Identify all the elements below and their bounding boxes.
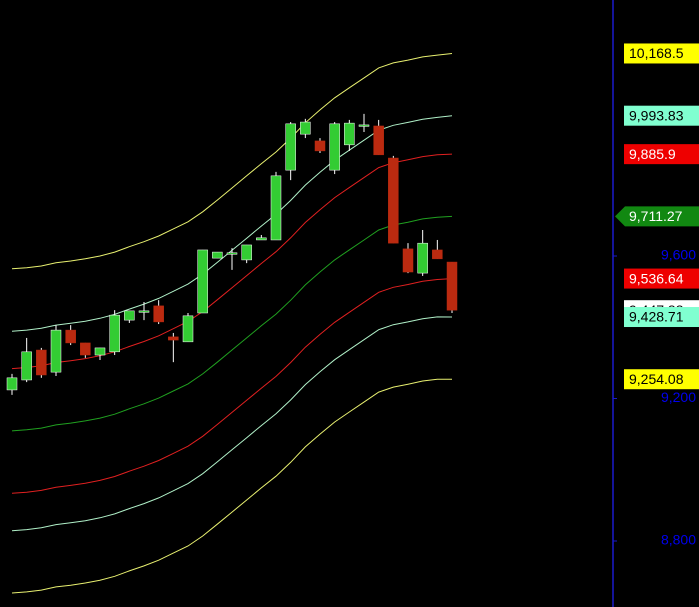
candle-body xyxy=(168,336,179,341)
candle-body xyxy=(285,123,296,171)
candle-body xyxy=(6,377,18,391)
candle-body xyxy=(197,249,208,314)
candle-body xyxy=(182,315,194,343)
candle-body xyxy=(373,125,384,156)
band-line xyxy=(11,278,453,494)
candle-body xyxy=(417,242,428,274)
candle-body xyxy=(50,329,62,373)
candle-body xyxy=(300,121,311,135)
candle-body xyxy=(109,314,120,353)
candle-body xyxy=(21,351,32,381)
price-label-box xyxy=(624,307,699,328)
candle-body xyxy=(358,124,370,127)
candle-body xyxy=(432,249,443,260)
price-label-box xyxy=(624,144,699,165)
candle-body xyxy=(256,237,267,241)
candle-body xyxy=(212,251,223,259)
y-tick-label: 8,800 xyxy=(661,532,696,548)
band-line xyxy=(11,215,453,432)
candle-body xyxy=(402,248,414,273)
price-label: 9,885.9 xyxy=(629,146,676,162)
candle-body xyxy=(329,123,340,171)
candle-body xyxy=(138,310,150,313)
candle-body xyxy=(94,347,106,356)
price-label: 9,428.71 xyxy=(629,309,684,325)
candle-body xyxy=(344,122,355,146)
price-label-box xyxy=(624,268,699,289)
price-label: 9,536.64 xyxy=(629,270,684,286)
candle-body xyxy=(80,342,91,356)
candle-body xyxy=(65,329,76,344)
band-line xyxy=(11,316,453,532)
candle-body xyxy=(314,140,326,152)
price-label-box xyxy=(624,43,699,64)
candle-body xyxy=(270,175,282,241)
candle-body xyxy=(36,349,47,376)
price-label-box xyxy=(615,206,699,227)
price-label-box xyxy=(624,369,699,390)
y-tick-label: 9,600 xyxy=(661,247,696,263)
band-line xyxy=(11,53,453,270)
price-label: 9,254.08 xyxy=(629,371,684,387)
price-label-box xyxy=(624,105,699,126)
candle-body xyxy=(241,244,252,261)
price-label: 9,711.27 xyxy=(629,208,683,224)
candle-body xyxy=(446,261,458,311)
candle-body xyxy=(388,157,399,244)
y-tick-label: 9,200 xyxy=(661,389,696,405)
candle-body xyxy=(226,252,238,255)
price-label: 9,993.83 xyxy=(629,107,684,123)
candle-body xyxy=(124,310,135,321)
band-line xyxy=(11,378,453,594)
price-label: 10,168.5 xyxy=(629,45,684,61)
band-line xyxy=(11,153,453,370)
candle-body xyxy=(153,305,164,323)
